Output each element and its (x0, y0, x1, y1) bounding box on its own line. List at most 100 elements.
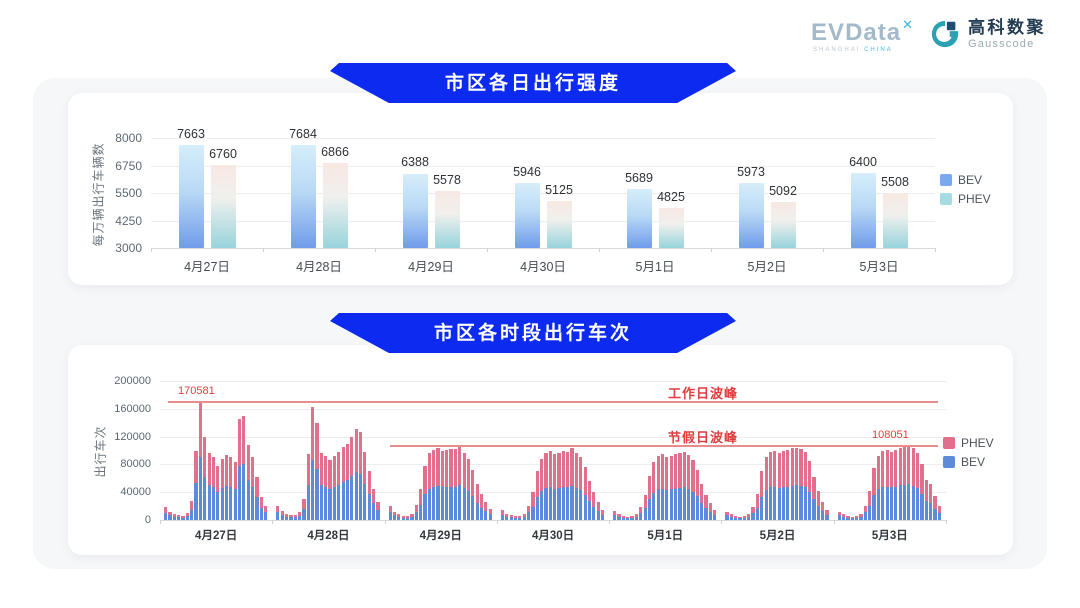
bar-value-label: 5508 (881, 174, 909, 189)
bev-bar[interactable] (178, 145, 204, 248)
phev-segment (410, 513, 414, 517)
bev-segment (224, 485, 229, 520)
phev-segment (414, 504, 418, 512)
bev-segment (933, 508, 937, 520)
workday-peak-line (168, 401, 938, 404)
legend-item-phev[interactable]: PHEV (943, 436, 994, 450)
bev-bar[interactable] (626, 188, 652, 248)
bev-segment (242, 464, 246, 520)
phev-segment (229, 457, 233, 488)
phev-segment (729, 514, 733, 517)
bev-segment (211, 487, 216, 520)
bev-segment (587, 501, 592, 520)
bev-segment (306, 485, 310, 520)
legend-label: BEV (961, 455, 986, 469)
phev-segment (311, 406, 315, 461)
phev-segment (768, 451, 773, 488)
gridline (160, 381, 946, 382)
bev-segment (509, 517, 513, 520)
bev-segment (821, 511, 825, 520)
x-axis-tick (375, 248, 376, 252)
bev-segment (911, 485, 915, 520)
bev-segment (803, 487, 807, 520)
bev-segment (846, 517, 850, 520)
phev-segment (405, 515, 410, 518)
bev-segment (479, 507, 484, 520)
bev-bar[interactable] (514, 183, 540, 248)
bev-segment (513, 517, 518, 520)
phev-segment (246, 445, 250, 481)
phev-bar[interactable] (322, 162, 348, 248)
phev-segment (583, 467, 587, 495)
bev-segment (500, 514, 505, 520)
phev-segment (522, 513, 526, 517)
legend-item-bev[interactable]: BEV (940, 173, 991, 187)
bev-segment (863, 512, 867, 520)
bev-segment (453, 486, 458, 520)
bev-segment (337, 484, 341, 520)
x-axis-label: 5月2日 (759, 530, 796, 542)
bev-bar[interactable] (850, 173, 876, 248)
phev-segment (194, 450, 198, 484)
phev-segment (388, 506, 392, 513)
phev-segment (764, 457, 768, 491)
phev-segment (276, 506, 280, 513)
phev-segment (164, 507, 168, 513)
bev-segment (298, 515, 302, 520)
phev-bar[interactable] (770, 202, 796, 248)
phev-bar[interactable] (882, 192, 908, 248)
phev-segment (427, 453, 431, 489)
bev-segment (526, 512, 531, 520)
bev-bar[interactable] (290, 145, 316, 248)
phev-segment (613, 511, 617, 515)
phev-segment (700, 483, 704, 503)
bev-segment (592, 506, 596, 520)
phev-bar[interactable] (210, 165, 236, 248)
bev-segment (708, 511, 712, 520)
bev-segment (237, 465, 242, 520)
phev-segment (436, 448, 440, 486)
legend-item-phev[interactable]: PHEV (940, 192, 991, 206)
bev-segment (328, 488, 332, 520)
phev-segment (233, 462, 237, 490)
x-axis-label: 4月29日 (408, 260, 454, 274)
holiday-peak-label: 节假日波峰 (668, 429, 739, 445)
phev-segment (911, 448, 915, 486)
x-axis-tick (487, 248, 488, 252)
chart1-legend: BEV PHEV (940, 173, 991, 206)
y-axis-tick-label: 3000 (115, 241, 142, 255)
x-axis-tick (263, 248, 264, 252)
phev-segment (734, 515, 738, 518)
bev-segment (570, 485, 574, 520)
phev-segment (224, 455, 229, 486)
bev-segment (656, 489, 660, 520)
bar-value-label: 6400 (849, 155, 877, 170)
gausscode-logo: 高科数聚 Gausscode (929, 18, 1046, 50)
phev-segment (881, 451, 885, 488)
bev-segment (553, 488, 557, 520)
bev-segment (742, 517, 746, 520)
bev-bar[interactable] (738, 182, 764, 248)
daily-intensity-plot: 8000 6750 5500 4250 3000 7663 6760 4月27日 7684 686… (115, 127, 936, 274)
phev-segment (392, 511, 397, 516)
phev-segment (639, 507, 643, 513)
legend-item-bev[interactable]: BEV (943, 455, 994, 469)
bev-segment (371, 503, 376, 520)
bev-segment (315, 468, 319, 520)
bar-value-label: 5092 (769, 183, 797, 198)
phev-bar[interactable] (546, 201, 572, 248)
phev-segment (544, 452, 548, 488)
phev-bar[interactable] (658, 207, 684, 248)
bev-segment (673, 488, 678, 520)
bev-segment (764, 490, 768, 520)
phev-segment (293, 515, 297, 518)
phev-segment (306, 453, 310, 486)
phev-segment (617, 514, 621, 517)
gridline (160, 492, 946, 494)
phev-segment (587, 481, 592, 502)
bev-segment (540, 490, 544, 520)
bev-segment (579, 490, 583, 520)
bev-bar[interactable] (402, 173, 428, 248)
x-axis-tick (272, 520, 274, 524)
phev-bar[interactable] (434, 191, 460, 248)
